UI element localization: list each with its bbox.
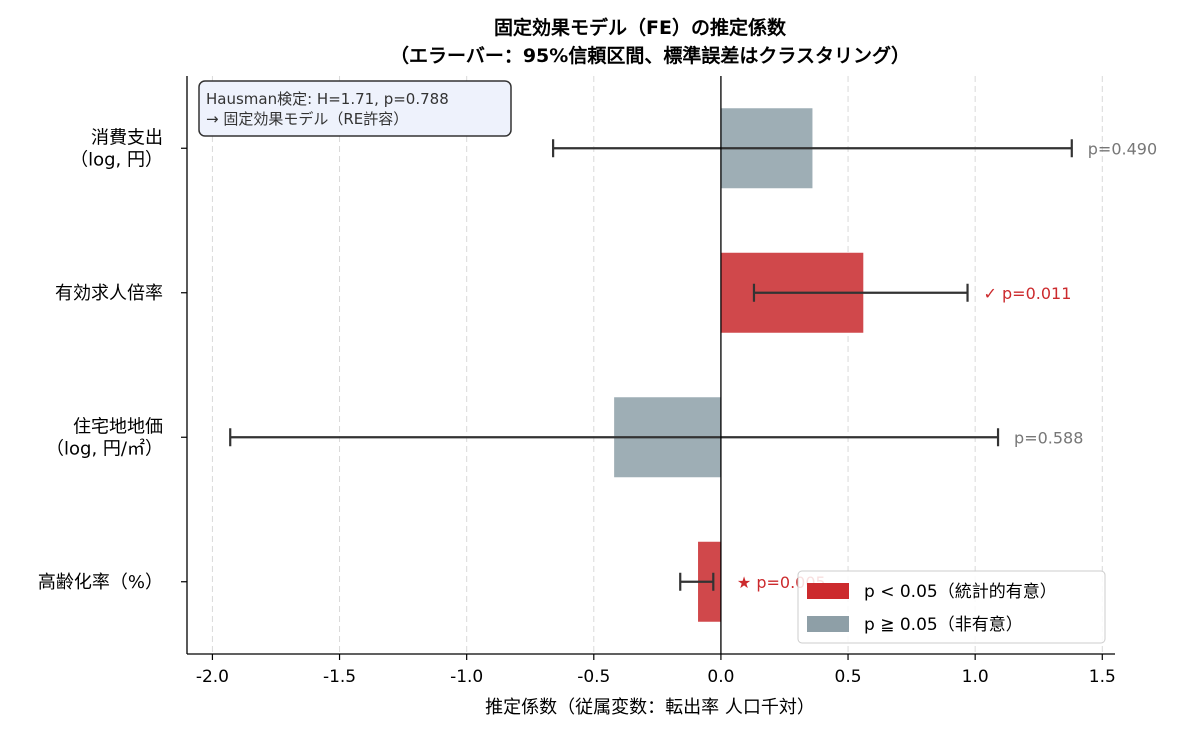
x-axis-label: 推定係数（従属変数：転出率 人口千対） (485, 697, 815, 718)
y-tick-label-3-0: 高齢化率（%） (38, 572, 163, 593)
error-bars (229, 139, 1073, 591)
legend-label-significant: p < 0.05（統計的有意） (864, 582, 1057, 602)
chart-subtitle: （エラーバー：95%信頼区間、標準誤差はクラスタリング） (390, 44, 910, 67)
bars (614, 108, 864, 622)
y-tick-label-1-0: 有効求人倍率 (55, 283, 163, 304)
y-tick-label-2-0: 住宅地地価 (73, 416, 163, 437)
x-tick-label-2: -1.0 (450, 667, 483, 687)
chart-title: 固定効果モデル（FE）の推定係数 (494, 16, 787, 39)
legend: p < 0.05（統計的有意） p ≧ 0.05（非有意） (797, 570, 1106, 644)
p-value-label-0: p=0.490 (1088, 139, 1157, 158)
annotation-line-1: Hausman検定: H=1.71, p=0.788 (206, 90, 449, 108)
annotation-line-2: → 固定効果モデル（RE許容） (206, 110, 408, 128)
x-tick-label-4: 0.0 (707, 667, 734, 687)
x-tick-label-3: -0.5 (577, 667, 610, 687)
legend-swatch-non-significant (807, 616, 849, 632)
y-tick-label-0-0: 消費支出 (91, 127, 163, 148)
x-tick-label-0: -2.0 (196, 667, 229, 687)
legend-swatch-significant (807, 583, 849, 599)
legend-label-non-significant: p ≧ 0.05（非有意） (864, 615, 1023, 635)
x-tick-label-6: 1.0 (962, 667, 989, 687)
legend-box (797, 570, 1106, 644)
y-tick-label-2-1: （log, 円/㎡） (46, 437, 163, 459)
p-value-label-2: p=0.588 (1014, 428, 1083, 447)
grid-lines (211, 76, 1103, 654)
p-value-label-1: ✓ p=0.011 (984, 284, 1072, 303)
x-tick-label-7: 1.5 (1089, 667, 1116, 687)
axes (181, 76, 1115, 660)
x-tick-labels: -2.0 -1.5 -1.0 -0.5 0.0 0.5 1.0 1.5 (196, 667, 1116, 687)
x-tick-label-1: -1.5 (323, 667, 356, 687)
x-tick-label-5: 0.5 (835, 667, 862, 687)
y-tick-label-0-1: （log, 円） (70, 149, 163, 170)
annotation-box (198, 80, 512, 137)
hausman-annotation: Hausman検定: H=1.71, p=0.788 → 固定効果モデル（RE許… (198, 80, 512, 137)
